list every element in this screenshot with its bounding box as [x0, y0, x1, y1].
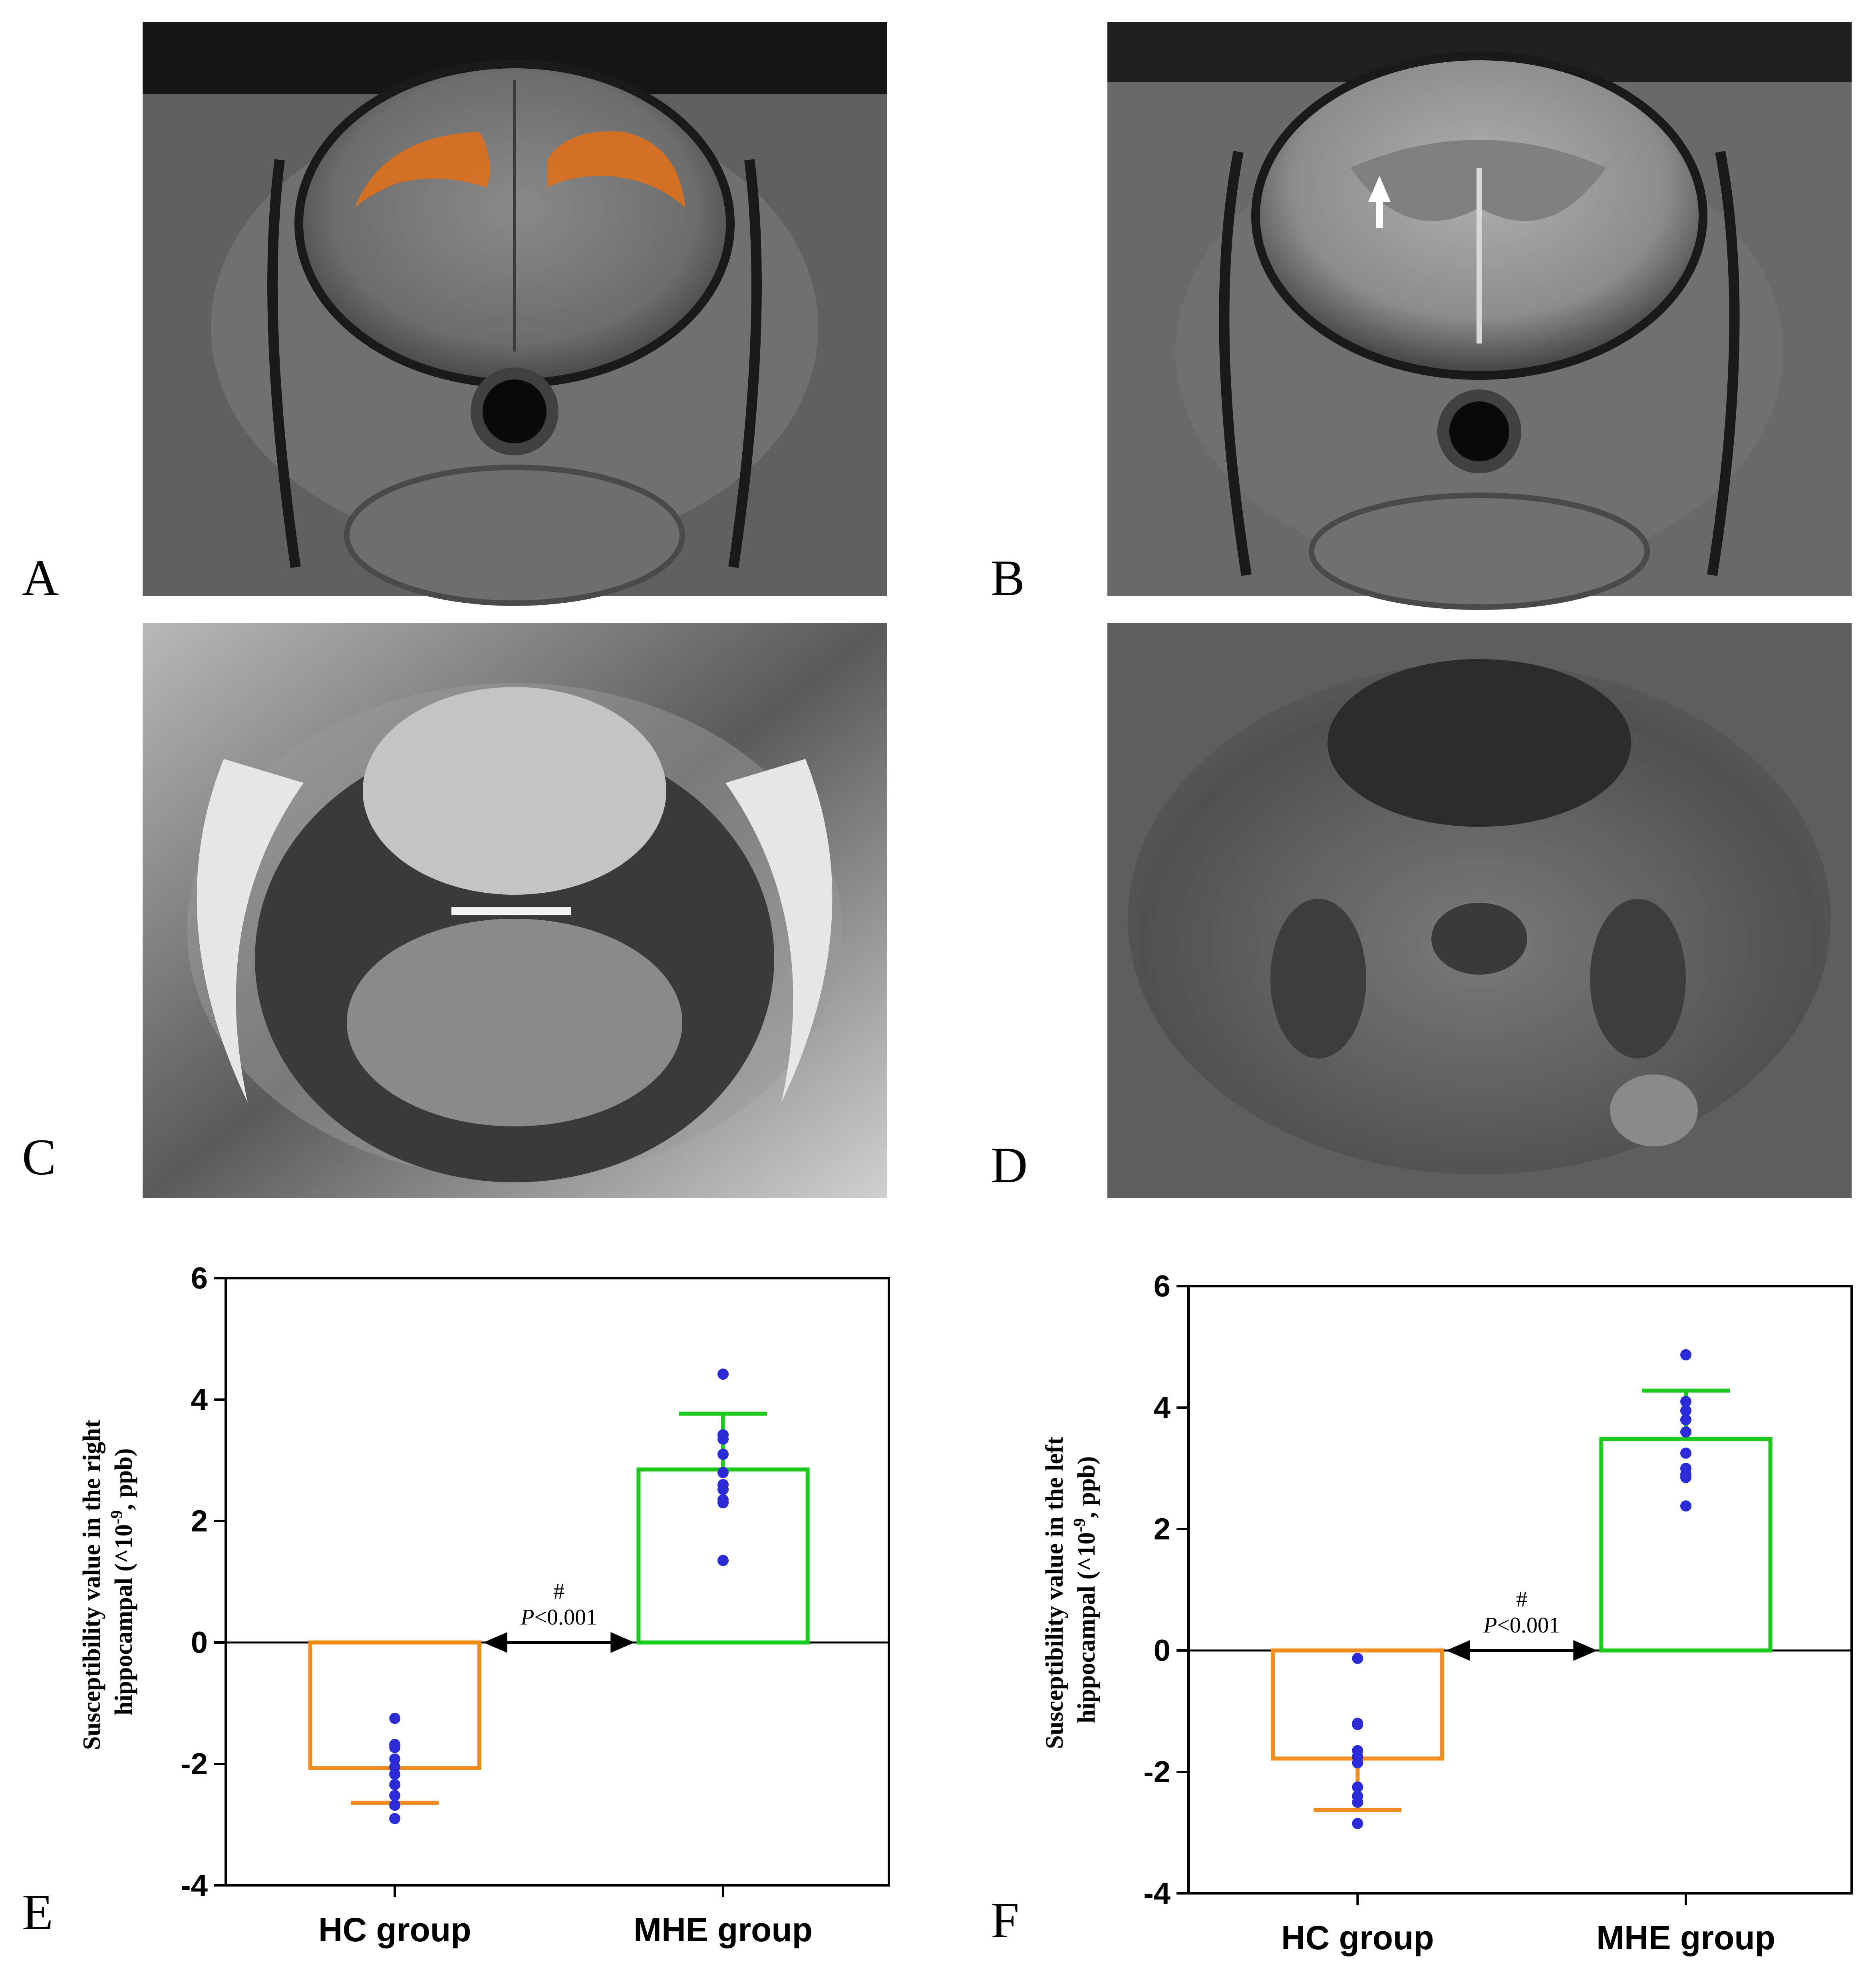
panel-label-c: C — [22, 1129, 56, 1186]
chart-e-data-point — [389, 1713, 401, 1724]
chart-e-significance-symbol: # — [553, 1579, 564, 1604]
panel-label-b: B — [991, 550, 1025, 606]
chart-f-data-point — [1352, 1818, 1363, 1829]
chart-f-data-point — [1680, 1500, 1691, 1512]
chart-e-y-tick-label: 2 — [191, 1504, 208, 1538]
panel-label-e: E — [22, 1884, 53, 1940]
chart-e-data-point — [389, 1813, 401, 1824]
chart-e-data-point — [389, 1742, 401, 1753]
chart-e-data-point — [717, 1484, 729, 1495]
chart-f-y-tick-label: 0 — [1154, 1634, 1171, 1668]
chart-f-arrowhead-right — [1573, 1640, 1598, 1661]
chart-e-data-point — [389, 1799, 401, 1811]
left-hippocampus-roi — [547, 131, 685, 208]
chart-e-data-point — [389, 1768, 401, 1780]
chart-e-data-point — [389, 1779, 401, 1790]
chart-f-data-point — [1352, 1781, 1363, 1793]
chart-e-data-point — [717, 1555, 729, 1566]
chart-e-data-point — [389, 1790, 401, 1801]
chart-f-category-label-hc: HC group — [1281, 1919, 1434, 1956]
chart-f-data-point — [1352, 1719, 1363, 1730]
panel-label-a: A — [22, 550, 59, 606]
panel-d-image — [1107, 623, 1852, 1198]
chart-e-y-tick-label: 6 — [191, 1261, 208, 1295]
chart-f-significance-symbol: # — [1516, 1587, 1527, 1612]
chart-f-data-point — [1680, 1448, 1691, 1459]
chart-e-y-tick-label: 4 — [191, 1383, 208, 1417]
arrow-icon — [1368, 176, 1391, 228]
chart-e-category-label-hc: HC group — [318, 1911, 471, 1948]
chart-f-data-point — [1352, 1652, 1363, 1664]
chart-f-frame — [1187, 1285, 1853, 1895]
chart-e-p-value: P<0.001 — [520, 1605, 597, 1630]
chart-e-data-point — [717, 1433, 729, 1445]
chart-e-data-point — [717, 1497, 729, 1509]
chart-e-y-tick-label: -4 — [181, 1869, 208, 1903]
chart-e: 6 4 2 0 -2 -4 #P<0.001 HC group MHE group Sus… — [78, 1261, 890, 1948]
chart-f-y-tick-label: 6 — [1154, 1269, 1171, 1303]
chart-f-bar-hc — [1271, 1648, 1444, 1761]
panel-c-image — [143, 623, 887, 1198]
chart-f-arrowhead-left — [1446, 1640, 1470, 1661]
chart-f-data-point — [1680, 1414, 1691, 1426]
chart-e-category-label-mhe: MHE group — [634, 1911, 813, 1948]
chart-e-data-point — [717, 1448, 729, 1460]
chart-f-data-point — [1680, 1405, 1691, 1416]
panel-label-d: D — [991, 1137, 1027, 1194]
chart-f: 6 4 2 0 -2 -4 #P<0.001 HC group MHE group Sus… — [1041, 1269, 1853, 1956]
chart-e-data-point — [717, 1467, 729, 1478]
chart-f-y-tick-label: 4 — [1154, 1391, 1171, 1425]
panel-a-image — [143, 22, 887, 606]
chart-f-p-value: P<0.001 — [1483, 1613, 1560, 1638]
chart-f-category-label-mhe: MHE group — [1596, 1919, 1775, 1956]
chart-e-frame — [225, 1277, 890, 1887]
chart-f-y-tick-label: 2 — [1154, 1512, 1171, 1546]
chart-f-data-point — [1680, 1426, 1691, 1438]
chart-f-data-point — [1352, 1757, 1363, 1769]
panel-b-image — [1107, 22, 1852, 610]
chart-e-y-axis-title: Susceptibility value in the right hippoc… — [78, 1414, 137, 1750]
chart-f-data-point — [1680, 1472, 1691, 1483]
chart-f-data-point — [1352, 1797, 1363, 1808]
chart-f-y-tick-label: -2 — [1143, 1755, 1171, 1789]
chart-f-y-tick-label: -4 — [1143, 1877, 1171, 1911]
chart-e-data-point — [389, 1753, 401, 1765]
chart-e-y-tick-label: -2 — [181, 1747, 208, 1781]
chart-f-data-point — [1680, 1349, 1691, 1360]
chart-e-y-tick-label: 0 — [191, 1626, 208, 1660]
chart-f-data-point — [1680, 1396, 1691, 1407]
chart-e-data-point — [717, 1368, 729, 1380]
right-hippocampus-roi — [355, 132, 490, 208]
chart-f-y-axis-title: Susceptibility value in the left hippoca… — [1041, 1430, 1100, 1749]
chart-e-arrowhead-right — [610, 1632, 635, 1653]
chart-e-arrowhead-left — [483, 1632, 507, 1653]
panel-label-f: F — [991, 1892, 1019, 1948]
